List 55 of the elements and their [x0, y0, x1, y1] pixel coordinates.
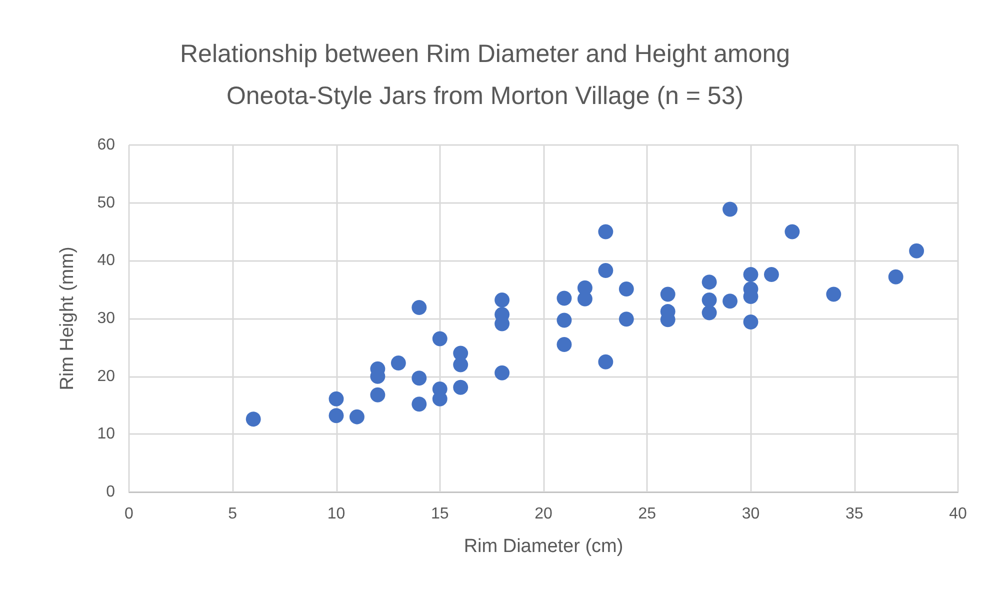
point [556, 337, 572, 352]
x-tick-label: 15 [430, 506, 449, 522]
point [743, 314, 758, 330]
x-tick-label: 35 [845, 506, 864, 522]
point [453, 357, 468, 372]
point [412, 370, 427, 386]
point [722, 202, 738, 217]
point [909, 243, 924, 258]
point [660, 286, 676, 302]
x-tick-label: 30 [742, 506, 760, 522]
x-tick-label: 10 [327, 506, 346, 522]
point [577, 291, 592, 306]
point [390, 356, 406, 371]
point [618, 282, 634, 296]
x-tick-label: 25 [638, 506, 656, 522]
point [764, 267, 779, 282]
point [494, 292, 510, 308]
y-tick-label: 0 [106, 484, 116, 500]
y-tick-label: 20 [97, 368, 116, 385]
point [246, 412, 261, 427]
point [556, 312, 572, 328]
point [702, 292, 717, 308]
point [556, 290, 572, 306]
x-tick-label: 20 [534, 506, 552, 522]
point [432, 331, 448, 346]
point [412, 396, 427, 412]
point [328, 408, 344, 424]
point [453, 380, 468, 395]
point [349, 409, 364, 424]
point [598, 263, 614, 278]
point [598, 224, 614, 240]
y-tick-label: 60 [97, 136, 116, 154]
point [598, 354, 614, 370]
point [826, 286, 842, 302]
point [888, 269, 904, 284]
y-tick-label: 40 [97, 252, 116, 270]
point [702, 274, 717, 290]
y-tick-label: 50 [97, 194, 116, 212]
point [743, 267, 758, 282]
point [494, 365, 510, 380]
point [722, 294, 738, 309]
x-tick-label: 0 [124, 506, 134, 522]
y-axis-title: Rim Height (mm) [57, 246, 78, 390]
y-tick-label: 30 [97, 310, 116, 327]
point [370, 387, 386, 402]
chart-title: Relationship between Rim Diameter and Height among Oneota-Style Jars from Morton Village (n = 53) [180, 40, 790, 110]
point [784, 224, 800, 240]
point [412, 300, 427, 316]
x-axis-title: Rim Diameter (cm) [464, 536, 624, 557]
point [702, 305, 717, 320]
y-tick-label: 10 [97, 426, 116, 443]
point [328, 391, 344, 406]
x-tick-label: 40 [949, 506, 967, 522]
x-tick-label: 5 [228, 506, 238, 522]
point [618, 312, 634, 327]
